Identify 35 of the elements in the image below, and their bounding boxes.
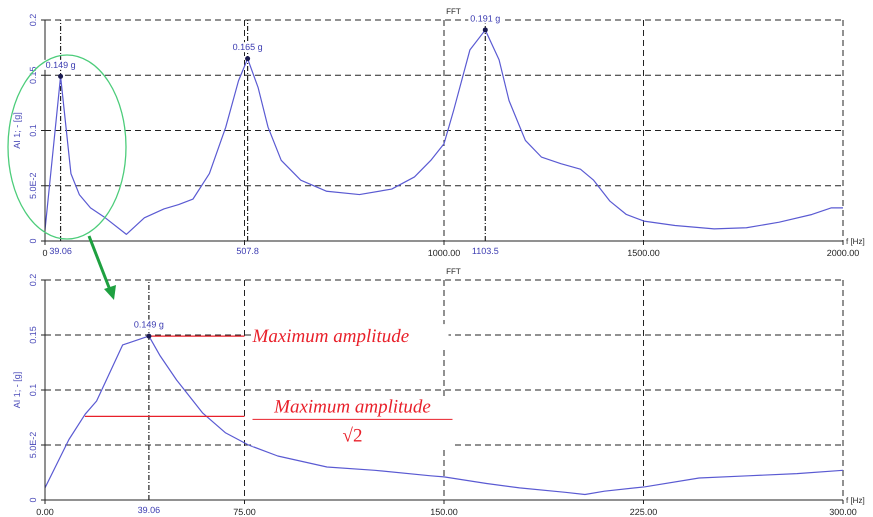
ref-line-label: 39.06	[49, 246, 72, 256]
x-tick-label: 0.00	[36, 507, 54, 517]
data-label: 0.149 g	[134, 320, 164, 330]
x-tick-label: 2000.00	[826, 248, 860, 258]
ref-line-label: 39.06	[138, 505, 160, 515]
y-tick-label: 5.0E-2	[28, 172, 38, 200]
y-tick-label: 0.15	[28, 326, 38, 344]
data-label: 0.191 g	[470, 13, 500, 24]
x-tick-label: 150.00	[430, 507, 458, 517]
data-label: 0.149 g	[46, 60, 76, 70]
y-axis-title: AI 1; - [g]	[12, 112, 22, 149]
y-tick-label: 0	[28, 238, 38, 244]
annotation: √2	[342, 425, 362, 446]
y-tick-label: 0.2	[28, 14, 38, 26]
y-tick-label: 0.1	[28, 124, 38, 137]
x-tick-label: 225.00	[630, 507, 658, 517]
ref-line-label: 507.8	[236, 246, 259, 256]
x-axis-title: f [Hz]	[846, 237, 865, 246]
chart-title: FFT	[446, 7, 461, 16]
ref-line-label: 1103.5	[472, 246, 499, 256]
x-tick-label: 300.00	[829, 507, 857, 517]
y-axis-title: AI 1; - [g]	[12, 372, 22, 408]
annotation: Maximum amplitude	[252, 326, 410, 348]
x-axis-title: f [Hz]	[846, 496, 865, 505]
y-tick-label: 0.2	[28, 274, 38, 286]
y-tick-label: 0.1	[28, 384, 38, 396]
x-tick-label: 1000.00	[428, 248, 460, 258]
x-tick-label: 1500.00	[627, 248, 660, 258]
x-tick-label: 0	[42, 248, 48, 258]
y-tick-label: 0	[28, 497, 38, 503]
y-tick-label: 5.0E-2	[28, 432, 38, 458]
x-tick-label: 75.00	[233, 507, 256, 517]
chart-title: FFT	[445, 267, 462, 277]
data-label: 0.165 g	[232, 42, 263, 52]
annotation: Maximum amplitude	[273, 396, 431, 418]
